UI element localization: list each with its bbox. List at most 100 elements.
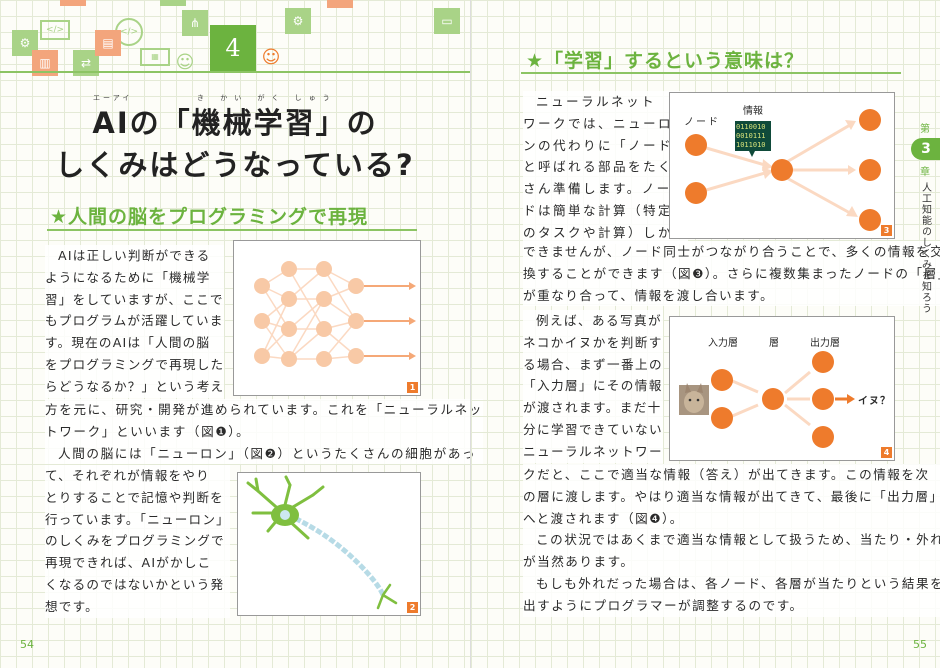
text-line: トワーク」といいます（図❶）。 <box>45 423 251 439</box>
decor-tile <box>60 0 86 6</box>
figure-1-neural-network: 1 <box>233 240 421 396</box>
text-line: もしも外れだった場合は、各ノード、各層が当たりという結果を <box>536 575 940 591</box>
text-line: す。現在のAIは「人間の脳 <box>45 335 211 351</box>
text-line: この状況ではあくまで適当な情報として扱うため、当たり・外れ <box>536 532 940 548</box>
text-line: 換することができます（図❸）。さらに複数集まったノードの「層」 <box>523 265 940 281</box>
binary-line: 0110010 <box>736 123 766 131</box>
figure-number: 4 <box>881 447 892 458</box>
text-line: と呼ばれる部品をたく <box>523 159 673 175</box>
text-line: 想です。 <box>45 598 99 614</box>
text-line: ようになるために「機械学 <box>45 269 211 285</box>
text-line: 習」をしていますが、ここで <box>45 291 224 307</box>
text-line: をプログラミングで再現した <box>45 356 225 372</box>
chapter-section-badge: 4 <box>210 25 256 72</box>
book-icon: ▤ <box>95 30 121 56</box>
text-line: のタスクや計算）しか <box>523 224 673 240</box>
text-line: 出すようにプログラマーが調整するのです。 <box>523 597 804 613</box>
section-rule <box>521 72 901 74</box>
text-line: できませんが、ノード同士がつながり合うことで、多くの情報を交 <box>523 244 940 259</box>
body-block-a: AIは正しい判断ができる ようになるために「機械学 習」をしていますが、ここで … <box>45 245 225 398</box>
text-line: へと渡されます（図❹）。 <box>523 510 684 526</box>
text-line: くなるのではないかという発 <box>45 576 225 592</box>
text-line: とりすることで記憶や判断を <box>45 489 224 505</box>
text-line: 人間の脳には「ニューロン」（図❷）というたくさんの細胞があっ <box>58 445 477 461</box>
body-block-d: ニューラルネット ワークでは、ニューロ ンの代わりに「ノード」 と呼ばれる部品を… <box>523 91 688 244</box>
gear-icon: ⚙ <box>285 8 311 34</box>
left-page: ⚙ </> ▥ ⇄ </> ▤ ⋔ ▦ ☺ 4 ☺ ⚙ ▭ エーアイ き かい … <box>0 0 483 668</box>
text-line: AIは正しい判断ができる <box>58 248 211 263</box>
section-rule <box>47 229 417 231</box>
text-line: ネコかイヌかを判断す <box>523 334 663 350</box>
text-line: のしくみをプログラミングで <box>45 533 225 549</box>
text-line: 分に学習できていない <box>523 421 663 437</box>
figure-4-layers: 入力層 層 出力層 イヌ？ 4 <box>669 316 895 461</box>
layer-label: 層 <box>769 338 779 349</box>
node-diagram <box>685 109 881 231</box>
chapter-tab[interactable]: 第 3 章 人工知能のしくみを知ろう <box>909 120 940 314</box>
body-block-g: クだと、ここで適当な情報（答え）が出てきます。この情報を次 の層に渡します。やは… <box>523 464 940 617</box>
text-line: もプログラムが活躍していま <box>45 313 224 329</box>
input-layer-label: 入力層 <box>708 338 738 349</box>
figure-3-nodes: ノード 情報 0110010 0010111 1011010 3 <box>669 92 895 239</box>
text-line: さん準備します。ノー <box>523 181 672 197</box>
section-heading: ★「学習」するという意味は？ <box>526 50 805 72</box>
figure-number: 2 <box>407 602 418 613</box>
chapter-sho: 章 <box>920 167 930 178</box>
layer-diagram <box>679 351 855 448</box>
text-line: クだと、ここで適当な情報（答え）が出てきます。この情報を次 <box>523 467 930 482</box>
laptop-code-icon: </> <box>40 20 70 40</box>
text-line: らどうなるか？」という考え <box>45 378 225 394</box>
figure-number: 1 <box>407 382 418 393</box>
chapter-number: 3 <box>911 138 940 160</box>
body-block-c: て、それぞれが情報をやり とりすることで記憶や判断を 行っています。「ニューロン… <box>45 465 230 618</box>
result-label: イヌ？ <box>858 396 891 407</box>
page-number: 54 <box>20 638 34 651</box>
decor-tile <box>160 0 186 6</box>
text-line: 「入力層」にその情報 <box>523 378 663 394</box>
body-block-f: 例えば、ある写真が ネコかイヌかを判断す る場合、まず一番上の 「入力層」にその… <box>523 310 663 463</box>
chapter-dai: 第 <box>920 124 930 135</box>
right-page: ★「学習」するという意味は？ ニューラルネット ワークでは、ニューロ ンの代わり… <box>470 0 940 668</box>
text-line: 行っています。「ニューロン」 <box>45 511 230 527</box>
text-line: 再現できれば、AIがかしこ <box>45 555 212 571</box>
text-line: が重なり合って、情報を渡し合います。 <box>523 287 775 303</box>
cat-photo <box>679 383 709 415</box>
figure-2-neuron: 2 <box>237 472 421 616</box>
page-title-line2: しくみはどうなっている? <box>55 148 415 182</box>
person-laptop-icon: ☺ <box>261 47 281 68</box>
section-heading: ★人間の脳をプログラミングで再現 <box>50 206 369 228</box>
binary-line: 1011010 <box>736 141 766 149</box>
text-line: が渡されます。まだ十 <box>523 400 662 416</box>
text-line: ニューラルネット <box>536 94 656 109</box>
chapter-title: 人工知能のしくみを知ろう <box>919 182 931 314</box>
text-line: が当然あります。 <box>523 554 635 570</box>
title-ruby: き かい がく しゅう <box>197 94 337 102</box>
text-line: ニューラルネットワー <box>523 443 663 459</box>
header-rule <box>0 71 470 73</box>
text-line: ワークでは、ニューロ <box>523 115 673 131</box>
text-line: ドは簡単な計算（特定 <box>523 202 673 218</box>
keyboard-icon: ▦ <box>140 48 170 66</box>
people-icon: ☺ <box>175 52 195 73</box>
monitor-icon: ▭ <box>434 8 460 34</box>
info-label: 情報 <box>743 106 763 117</box>
text-line: の層に渡します。やはり適当な情報が出てきて、最後に「出力層」 <box>523 488 940 504</box>
page-number: 55 <box>913 638 927 651</box>
text-line: る場合、まず一番上の <box>523 356 663 372</box>
share-icon: ⋔ <box>182 10 208 36</box>
neural-network-illustration <box>254 261 416 367</box>
title-ruby-ai: エーアイ <box>93 94 133 102</box>
body-block-e: できませんが、ノード同士がつながり合うことで、多くの情報を交 換することができま… <box>523 241 940 307</box>
node-label: ノード <box>684 117 720 128</box>
neuron-illustration <box>246 475 398 610</box>
body-block-b: 方を元に、研究・開発が進められています。これを「ニューラルネッ トワーク」といい… <box>45 399 483 465</box>
binary-line: 0010111 <box>736 132 766 140</box>
text-line: 例えば、ある写真が <box>536 313 662 328</box>
decor-tile <box>327 0 353 8</box>
text-line: ンの代わりに「ノード」 <box>523 137 688 153</box>
text-line: 方を元に、研究・開発が進められています。これを「ニューラルネッ <box>45 402 483 417</box>
figure-number: 3 <box>881 225 892 236</box>
text-line: て、それぞれが情報をやり <box>45 468 210 483</box>
page-title-line1: AIの「機械学習」の <box>92 106 378 140</box>
binary-data-bubble: 0110010 0010111 1011010 <box>735 121 771 151</box>
